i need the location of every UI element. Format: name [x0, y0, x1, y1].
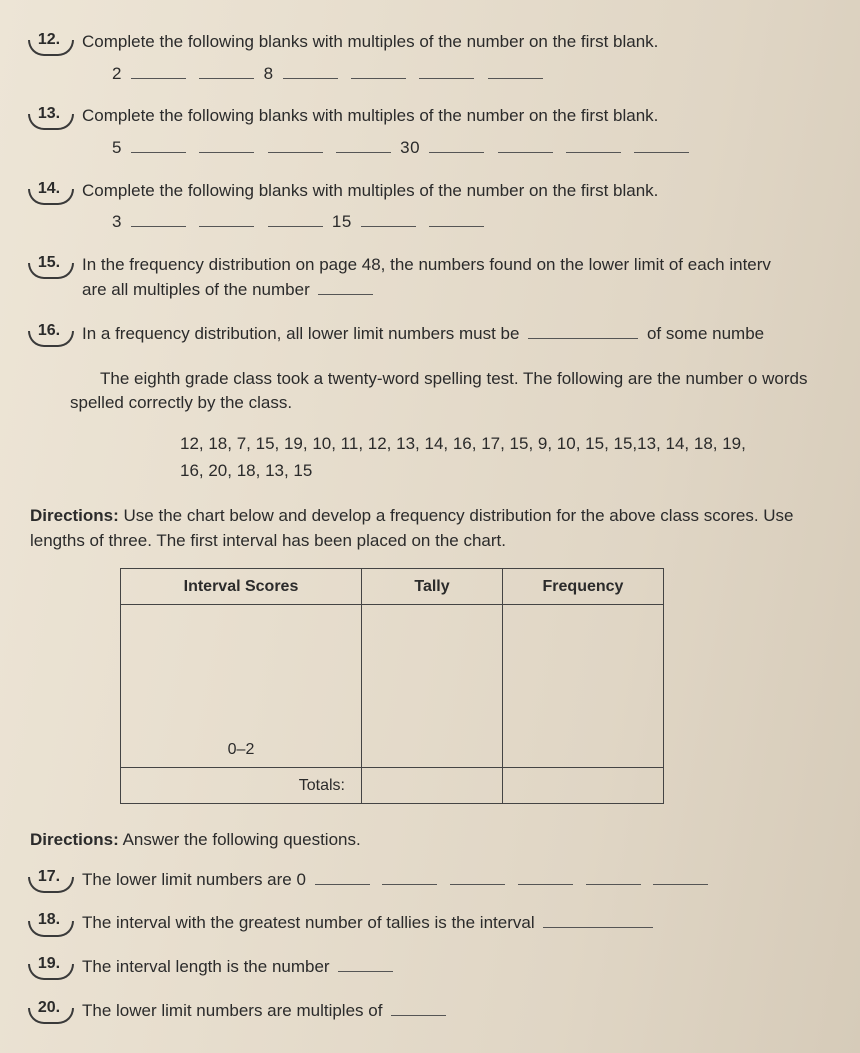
question-number: 14.	[30, 177, 68, 200]
question-text: of some numbe	[647, 324, 764, 343]
fill-blank[interactable]	[488, 61, 543, 79]
fill-blank[interactable]	[653, 867, 708, 885]
table-body-row: 0–2	[121, 604, 664, 767]
question-16: 16. In a frequency distribution, all low…	[30, 321, 844, 347]
fill-blank[interactable]	[528, 321, 638, 339]
sequence-line: 3 15	[82, 209, 844, 235]
question-number: 13.	[30, 102, 68, 125]
fill-blank[interactable]	[382, 867, 437, 885]
directions-label: Directions:	[30, 506, 119, 525]
question-text: Complete the following blanks with multi…	[82, 32, 658, 51]
fill-blank[interactable]	[268, 135, 323, 153]
data-line: 12, 18, 7, 15, 19, 10, 11, 12, 13, 14, 1…	[180, 434, 746, 453]
question-12: 12. Complete the following blanks with m…	[30, 30, 844, 86]
fill-blank[interactable]	[391, 998, 446, 1016]
fill-blank[interactable]	[338, 954, 393, 972]
fill-blank[interactable]	[131, 61, 186, 79]
table-header-row: Interval Scores Tally Frequency	[121, 568, 664, 604]
question-17: 17. The lower limit numbers are 0	[30, 867, 844, 893]
fill-blank[interactable]	[543, 910, 653, 928]
directions-label: Directions:	[30, 830, 119, 849]
question-text: The lower limit numbers are multiples of	[82, 1001, 382, 1020]
fill-blank[interactable]	[429, 135, 484, 153]
question-text: The interval with the greatest number of…	[82, 913, 535, 932]
question-13: 13. Complete the following blanks with m…	[30, 104, 844, 160]
data-line: 16, 20, 18, 13, 15	[180, 461, 312, 480]
question-number: 12.	[30, 28, 68, 51]
fill-blank[interactable]	[131, 135, 186, 153]
seq-value: 3	[112, 212, 122, 231]
col-header-tally: Tally	[362, 568, 503, 604]
question-number: 15.	[30, 251, 68, 274]
fill-blank[interactable]	[518, 867, 573, 885]
question-number: 18.	[30, 908, 68, 931]
question-number: 20.	[30, 996, 68, 1019]
totals-frequency-cell[interactable]	[503, 767, 664, 803]
question-18: 18. The interval with the greatest numbe…	[30, 910, 844, 936]
fill-blank[interactable]	[199, 209, 254, 227]
seq-value: 5	[112, 138, 122, 157]
question-15: 15. In the frequency distribution on pag…	[30, 253, 844, 303]
fill-blank[interactable]	[268, 209, 323, 227]
sequence-line: 2 8	[82, 61, 844, 87]
question-text: Complete the following blanks with multi…	[82, 181, 658, 200]
fill-blank[interactable]	[315, 867, 370, 885]
seq-value: 2	[112, 64, 122, 83]
data-values: 12, 18, 7, 15, 19, 10, 11, 12, 13, 14, 1…	[30, 430, 844, 484]
interval-cell[interactable]: 0–2	[121, 604, 362, 767]
question-text: In the frequency distribution on page 48…	[82, 255, 771, 274]
fill-blank[interactable]	[336, 135, 391, 153]
directions-text: Use the chart below and develop a freque…	[30, 506, 794, 550]
question-number: 19.	[30, 952, 68, 975]
fill-blank[interactable]	[199, 61, 254, 79]
intro-paragraph: The eighth grade class took a twenty-wor…	[30, 367, 844, 416]
totals-label: Totals:	[121, 767, 362, 803]
totals-tally-cell[interactable]	[362, 767, 503, 803]
question-text: Complete the following blanks with multi…	[82, 106, 658, 125]
fill-blank[interactable]	[351, 61, 406, 79]
question-text: The lower limit numbers are 0	[82, 870, 306, 889]
directions-block: Directions: Answer the following questio…	[30, 828, 844, 853]
tally-cell[interactable]	[362, 604, 503, 767]
directions-block: Directions: Use the chart below and deve…	[30, 504, 844, 553]
question-text: The interval length is the number	[82, 957, 330, 976]
fill-blank[interactable]	[634, 135, 689, 153]
fill-blank[interactable]	[429, 209, 484, 227]
fill-blank[interactable]	[283, 61, 338, 79]
question-text: In a frequency distribution, all lower l…	[82, 324, 519, 343]
directions-text: Answer the following questions.	[119, 830, 361, 849]
table-totals-row: Totals:	[121, 767, 664, 803]
fill-blank[interactable]	[498, 135, 553, 153]
fill-blank[interactable]	[566, 135, 621, 153]
col-header-frequency: Frequency	[503, 568, 664, 604]
fill-blank[interactable]	[361, 209, 416, 227]
question-number: 17.	[30, 865, 68, 888]
frequency-table: Interval Scores Tally Frequency 0–2 Tota…	[120, 568, 664, 804]
fill-blank[interactable]	[450, 867, 505, 885]
question-text: are all multiples of the number	[82, 280, 310, 299]
fill-blank[interactable]	[318, 277, 373, 295]
seq-value: 15	[332, 212, 352, 231]
seq-value: 30	[400, 138, 420, 157]
question-number: 16.	[30, 319, 68, 342]
fill-blank[interactable]	[199, 135, 254, 153]
question-14: 14. Complete the following blanks with m…	[30, 179, 844, 235]
question-20: 20. The lower limit numbers are multiple…	[30, 998, 844, 1024]
question-19: 19. The interval length is the number	[30, 954, 844, 980]
seq-value: 8	[264, 64, 274, 83]
fill-blank[interactable]	[419, 61, 474, 79]
frequency-cell[interactable]	[503, 604, 664, 767]
fill-blank[interactable]	[586, 867, 641, 885]
col-header-interval: Interval Scores	[121, 568, 362, 604]
sequence-line: 5 30	[82, 135, 844, 161]
fill-blank[interactable]	[131, 209, 186, 227]
